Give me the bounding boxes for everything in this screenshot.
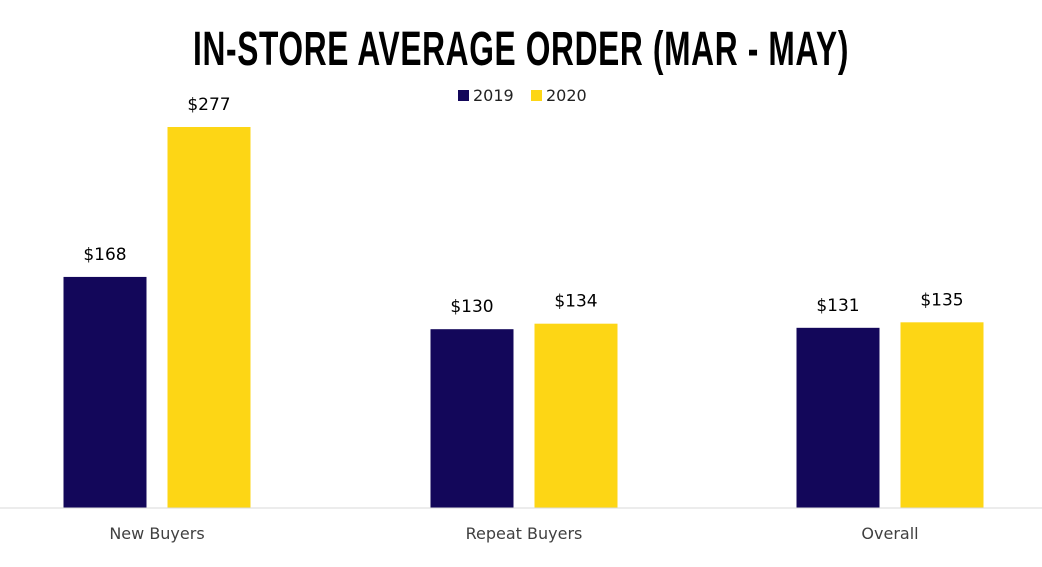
data-label: $130	[450, 297, 493, 317]
chart-title-text: IN-STORE AVERAGE ORDER (MAR - MAY)	[192, 23, 850, 76]
category-labels: New Buyers Repeat Buyers Overall	[109, 524, 918, 543]
category-label: Overall	[861, 524, 918, 543]
data-label: $277	[187, 95, 230, 115]
category-label: Repeat Buyers	[466, 524, 583, 543]
legend-label-2019: 2019	[473, 86, 514, 105]
chart-title: IN-STORE AVERAGE ORDER (MAR - MAY)	[0, 22, 1042, 77]
bar-2020-new-buyers	[167, 127, 251, 508]
bars: $168 $277 $130 $134 $131 $135	[63, 95, 984, 508]
data-label: $134	[554, 292, 597, 312]
legend: 2019 2020	[458, 86, 587, 105]
data-label: $131	[816, 296, 859, 316]
data-label: $135	[920, 290, 963, 310]
legend-label-2020: 2020	[546, 86, 587, 105]
bar-2020-overall	[900, 322, 984, 508]
legend-swatch-2019	[458, 90, 469, 101]
legend-swatch-2020	[531, 90, 542, 101]
bar-2019-new-buyers	[63, 276, 147, 508]
bar-2020-repeat-buyers	[534, 323, 618, 508]
bar-2019-overall	[796, 327, 880, 508]
bar-2019-repeat-buyers	[430, 329, 514, 508]
data-label: $168	[83, 245, 126, 265]
category-label: New Buyers	[109, 524, 204, 543]
